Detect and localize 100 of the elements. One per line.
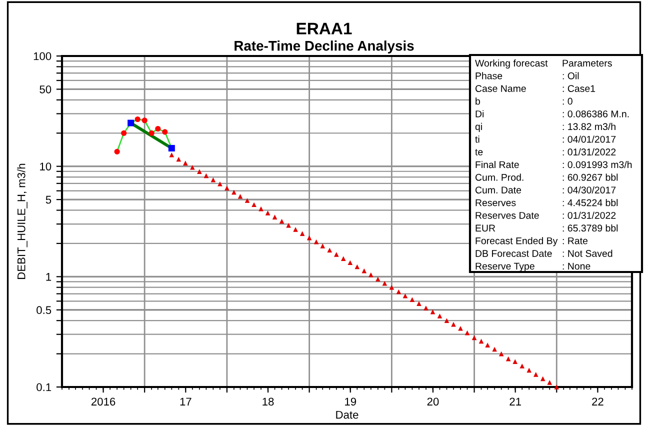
- y-tick-label: 10: [40, 162, 52, 170]
- point: [362, 268, 367, 274]
- point: [410, 297, 415, 302]
- point: [485, 342, 490, 348]
- annotation: : 4.45224 bbl: [562, 199, 618, 206]
- annotation: : 13.82 m3/h: [562, 122, 616, 130]
- annotation: Di: [476, 110, 484, 118]
- point: [498, 351, 504, 356]
- annotation: qi: [475, 122, 482, 132]
- annotation: EUR: [476, 224, 496, 232]
- point: [244, 198, 250, 203]
- point: [424, 306, 428, 310]
- annotation: Reserves Date: [476, 212, 539, 219]
- point: [348, 260, 353, 266]
- y-tick-label: 0.1: [36, 383, 52, 392]
- point: [472, 335, 477, 340]
- y-tick-label: 100: [34, 52, 52, 60]
- point: [224, 186, 230, 190]
- chart-title: ERAA1: [296, 22, 352, 34]
- annotation: : Case1: [562, 85, 596, 92]
- annotation: : Rate: [562, 237, 588, 244]
- point: [554, 384, 560, 390]
- annotation: : 65.3789 bbl: [562, 224, 618, 232]
- point: [547, 380, 552, 385]
- annotation: Phase: [476, 72, 502, 80]
- point: [340, 256, 346, 261]
- point: [155, 126, 161, 132]
- x-tick-label: 18: [262, 398, 274, 406]
- point: [293, 227, 298, 232]
- x-tick-label: 19: [345, 398, 356, 406]
- annotation: : 01/31/2022: [562, 212, 616, 219]
- point: [218, 182, 222, 186]
- point: [389, 284, 394, 290]
- annotation: Reserves: [476, 199, 516, 206]
- annotation: : 04/01/2017: [562, 136, 616, 143]
- point: [148, 130, 154, 136]
- y-axis-title: DEBIT_HUILE_H, m3/h: [17, 164, 28, 279]
- point: [204, 173, 209, 178]
- y-tick-label: 5: [46, 196, 52, 204]
- annotation: Forecast Ended By: [476, 237, 558, 246]
- annotation: : Oil: [562, 72, 579, 80]
- annotation: Reserve Type: [476, 262, 534, 272]
- x-tick-label: 17: [180, 398, 192, 406]
- point: [134, 116, 140, 122]
- x-tick-label: 22: [592, 398, 604, 406]
- point: [512, 359, 518, 364]
- annotation: ti: [475, 136, 480, 143]
- annotation: : None: [562, 262, 590, 270]
- point: [162, 129, 168, 135]
- point: [437, 314, 442, 318]
- point: [354, 264, 360, 270]
- point: [190, 164, 195, 170]
- x-tick-label: 21: [510, 398, 521, 406]
- point: [121, 130, 127, 136]
- point: [444, 318, 450, 323]
- x-tick-label: 20: [427, 398, 439, 406]
- point: [396, 289, 402, 294]
- annotation: : Not Saved: [562, 250, 612, 257]
- point: [526, 368, 532, 373]
- point: [232, 190, 236, 195]
- annotation: te: [475, 149, 483, 156]
- point: [128, 120, 134, 126]
- annotation: : 0.091993 m3/h: [562, 160, 632, 168]
- point: [169, 152, 174, 158]
- point: [492, 346, 497, 352]
- annotation: Parameters: [562, 60, 612, 67]
- point: [506, 356, 511, 362]
- point: [376, 276, 380, 282]
- point: [533, 372, 538, 377]
- annotation: : 0: [562, 98, 572, 105]
- x-axis-title: Date: [336, 410, 358, 419]
- annotation: Case Name: [475, 85, 526, 92]
- point: [402, 293, 408, 298]
- annotation: DB Forecast Date: [476, 250, 552, 257]
- point: [520, 364, 525, 368]
- point: [368, 272, 374, 278]
- point: [327, 248, 332, 253]
- point: [197, 169, 202, 174]
- chart-subtitle: Rate-Time Decline Analysis: [234, 40, 414, 54]
- annotation: Final Rate: [476, 160, 519, 168]
- y-tick-label: 0.5: [36, 306, 52, 314]
- point: [272, 214, 278, 220]
- point: [540, 376, 546, 382]
- point: [416, 301, 422, 306]
- point: [168, 144, 175, 152]
- annotation: : 0.086386 M.n.: [562, 110, 629, 118]
- annotation: : 60.9267 bbl: [562, 174, 618, 181]
- point: [142, 118, 148, 124]
- annotation: Cum. Date: [475, 186, 522, 194]
- y-tick-label: 1: [46, 273, 52, 281]
- annotation: : 01/31/2022: [562, 148, 616, 156]
- annotation: Cum. Prod.: [475, 174, 524, 181]
- annotation: b: [476, 98, 480, 105]
- y-tick-label: 50: [40, 85, 52, 94]
- point: [458, 326, 463, 331]
- annotation: Working forecast: [475, 59, 548, 69]
- annotation: : 04/30/2017: [562, 186, 616, 194]
- point: [252, 202, 256, 207]
- point: [300, 231, 305, 236]
- point: [183, 160, 188, 166]
